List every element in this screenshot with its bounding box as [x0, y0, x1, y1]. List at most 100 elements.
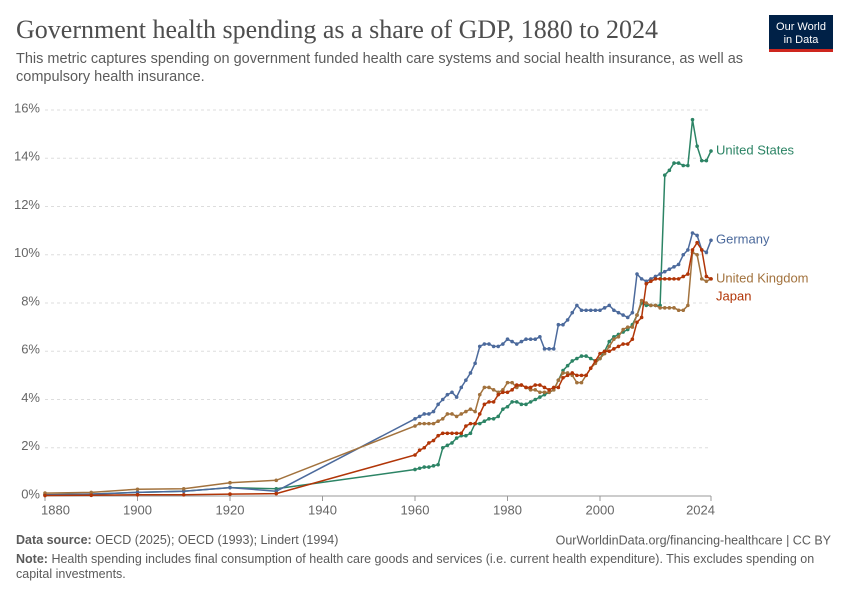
data-point	[459, 385, 464, 390]
data-point	[709, 149, 713, 153]
series	[43, 240, 713, 498]
data-point	[524, 402, 528, 407]
data-point	[422, 465, 427, 469]
data-point	[477, 412, 482, 416]
data-point	[538, 390, 542, 395]
data-point	[658, 306, 662, 310]
data-point	[524, 337, 528, 341]
data-point	[473, 409, 477, 414]
x-tick-label: 1920	[216, 502, 245, 517]
data-point	[686, 303, 690, 308]
data-point	[505, 380, 510, 385]
data-point	[422, 412, 427, 416]
data-point	[524, 385, 528, 390]
data-point	[579, 308, 584, 313]
data-point	[431, 409, 436, 414]
data-point	[662, 277, 667, 281]
data-point	[575, 380, 579, 385]
data-point	[427, 465, 431, 469]
data-point	[672, 161, 676, 165]
data-point	[598, 356, 602, 361]
data-point	[427, 441, 431, 445]
data-point	[477, 392, 482, 397]
data-point	[482, 342, 487, 346]
data-point	[464, 378, 468, 383]
y-tick-label: 4%	[21, 390, 40, 405]
data-point	[593, 359, 598, 363]
data-point	[542, 390, 547, 395]
data-point	[445, 431, 450, 436]
series-line	[44, 241, 712, 497]
source-url[interactable]: OurWorldinData.org/financing-healthcare …	[556, 533, 832, 547]
data-point	[639, 315, 644, 320]
data-point	[496, 414, 501, 419]
data-point	[662, 269, 667, 274]
y-tick-label: 8%	[21, 293, 40, 308]
legend-label[interactable]: Germany	[716, 232, 770, 247]
data-point	[681, 308, 686, 313]
data-point	[704, 250, 709, 255]
data-point	[427, 421, 431, 426]
data-point	[704, 279, 709, 284]
data-point	[135, 492, 140, 497]
data-point	[570, 371, 575, 375]
data-point	[542, 347, 547, 351]
data-point	[695, 233, 699, 238]
data-point	[547, 388, 551, 392]
data-point	[667, 277, 672, 281]
data-point	[588, 366, 593, 370]
data-point	[473, 421, 477, 426]
data-point	[681, 163, 686, 168]
data-point	[556, 322, 561, 327]
data-point	[699, 277, 704, 281]
data-point	[477, 344, 482, 349]
legend-label[interactable]: United States	[716, 142, 795, 157]
data-point	[635, 320, 639, 325]
y-tick-label: 10%	[14, 245, 40, 260]
logo-box	[769, 15, 833, 52]
data-point	[612, 308, 616, 313]
data-point	[417, 466, 422, 471]
data-point	[630, 337, 635, 341]
data-point	[584, 373, 588, 378]
data-point	[487, 385, 491, 390]
data-point	[667, 168, 672, 173]
data-point	[487, 342, 491, 346]
data-point	[505, 390, 510, 395]
data-point	[436, 462, 440, 467]
data-point	[464, 409, 468, 414]
data-point	[690, 231, 695, 235]
data-point	[621, 313, 625, 317]
logo-text: in Data	[784, 34, 820, 46]
data-point	[699, 158, 704, 163]
data-point	[491, 417, 496, 421]
data-point	[514, 342, 519, 346]
legend-label[interactable]: Japan	[716, 288, 751, 303]
data-point	[440, 397, 445, 402]
data-point	[616, 334, 621, 339]
legend-label[interactable]: United Kingdom	[716, 270, 809, 285]
data-point	[584, 354, 588, 358]
data-point	[533, 383, 538, 387]
data-point	[519, 339, 524, 344]
data-point	[676, 308, 681, 313]
data-point	[450, 390, 454, 395]
data-point	[528, 400, 533, 404]
data-point	[686, 272, 690, 276]
data-point	[533, 397, 538, 402]
data-point	[570, 359, 575, 363]
data-point	[491, 400, 496, 404]
data-point	[570, 310, 575, 315]
logo[interactable]: Our World in Data	[769, 15, 833, 52]
data-point	[602, 306, 607, 310]
data-point	[496, 344, 501, 349]
data-point	[135, 487, 140, 492]
data-point	[538, 334, 542, 339]
data-point	[422, 445, 427, 450]
x-tick-label: 1880	[41, 502, 70, 517]
y-tick-label: 0%	[21, 486, 40, 501]
data-point	[621, 327, 625, 332]
data-point	[575, 303, 579, 308]
data-point	[699, 248, 704, 252]
y-tick-label: 2%	[21, 438, 40, 453]
